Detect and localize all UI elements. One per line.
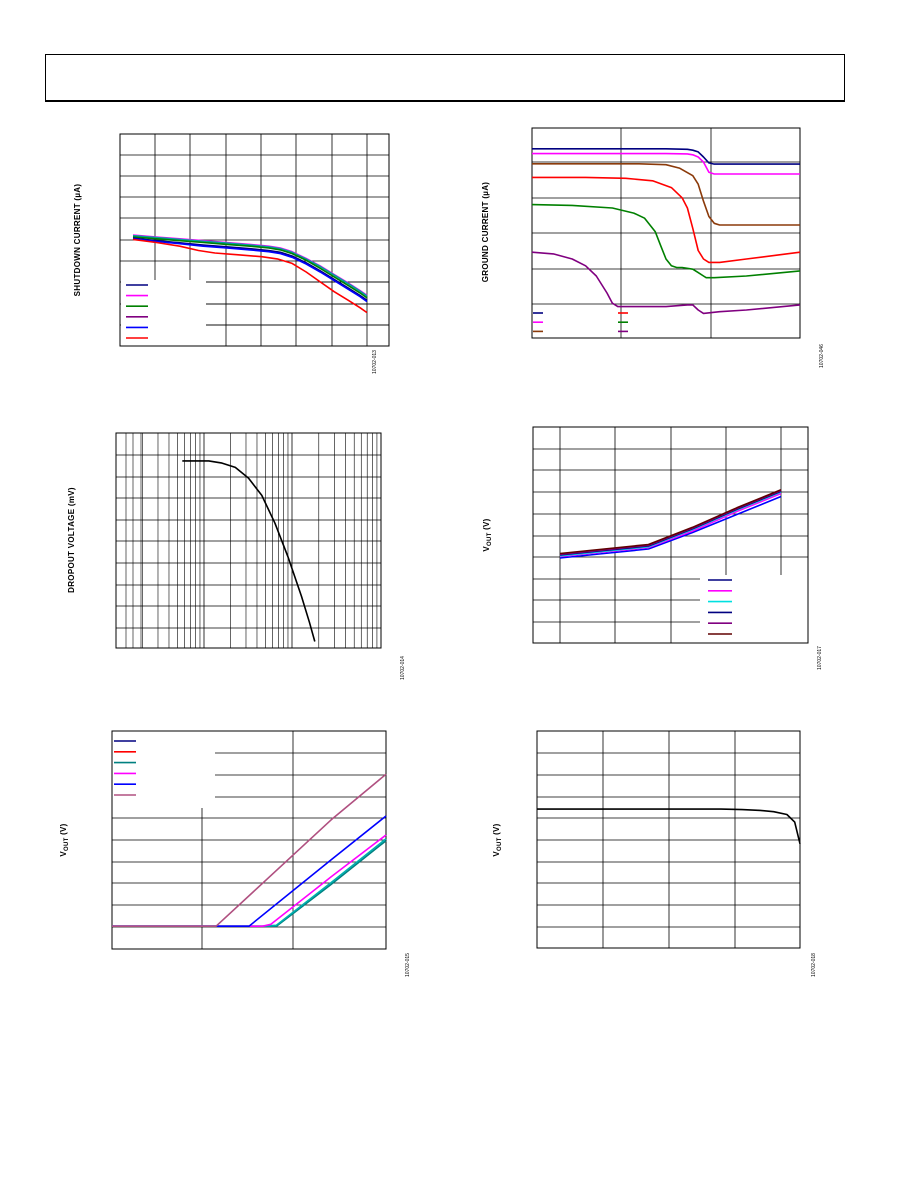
series-line-4: [559, 490, 782, 556]
series-line-2: [132, 234, 368, 297]
series-line-3: [559, 491, 782, 557]
plot-frame: [111, 730, 387, 950]
series-line-1: [537, 808, 801, 844]
series-line-1: [112, 840, 387, 928]
series-line-5: [112, 773, 387, 928]
y-axis-title: GROUND CURRENT (µA): [481, 182, 490, 283]
figure-id: 10702-018: [811, 953, 817, 977]
plot-frame: [536, 730, 801, 949]
chart-panel-1: SHUTDOWN CURRENT (µA) 10702-013: [73, 133, 390, 374]
chart-panel-3: DROPOUT VOLTAGE (mV) 10702-014: [67, 432, 406, 680]
chart-panel-2: GROUND CURRENT (µA) 10702-046: [481, 127, 825, 368]
series-line-3: [532, 163, 800, 226]
chart-panel-6: VOUT (V) 10702-018: [492, 730, 817, 977]
y-axis-title: VOUT (V): [492, 823, 503, 856]
series-line-1: [532, 148, 800, 165]
y-axis-title: VOUT (V): [59, 823, 70, 856]
figure-id: 10702-046: [819, 344, 825, 368]
series-line-2: [532, 152, 800, 175]
series-line-1: [559, 495, 782, 559]
legend-box: [112, 731, 215, 808]
plot-frame: [532, 426, 809, 644]
legend-box: [700, 575, 808, 643]
series-line-2: [112, 838, 387, 928]
y-axis-title: DROPOUT VOLTAGE (mV): [67, 487, 76, 593]
plot-frame: [531, 127, 801, 339]
y-axis-title: SHUTDOWN CURRENT (µA): [73, 184, 82, 297]
figure-id: 10702-014: [400, 656, 406, 680]
series-line-6: [132, 238, 368, 314]
series-line-5: [132, 238, 368, 303]
series-line-3: [132, 236, 368, 299]
chart-panel-4: VOUT (V) 10702-017: [482, 426, 823, 670]
chart-panel-5: VOUT (V) 10702-015: [59, 730, 411, 977]
plot-frame: [115, 432, 382, 649]
series-line-6: [559, 489, 782, 555]
series-line-6: [531, 251, 801, 315]
series-line-4: [132, 237, 368, 301]
figure-id: 10702-013: [372, 350, 378, 374]
series-line-5: [559, 489, 782, 556]
figure-id: 10702-015: [405, 953, 411, 977]
y-axis-title: VOUT (V): [482, 518, 493, 551]
plot-frame: [119, 133, 390, 347]
series-line-1: [182, 460, 316, 642]
series-line-4: [532, 176, 801, 264]
legend-box: [121, 280, 206, 346]
page-header-box: [45, 54, 845, 102]
figure-id: 10702-017: [817, 646, 823, 670]
series-line-5: [531, 203, 801, 279]
